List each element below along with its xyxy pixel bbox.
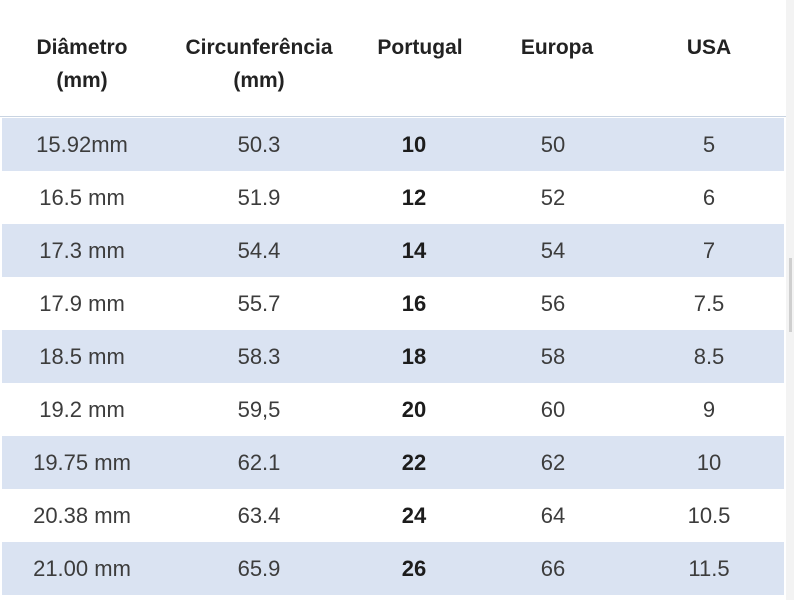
cell-europa: 54: [540, 238, 566, 263]
cell-circumference: 59,5: [237, 397, 281, 422]
cell-circumference: 55.7: [237, 291, 281, 316]
scrollbar-thumb[interactable]: [789, 258, 792, 332]
cell-usa: 10.5: [687, 503, 731, 528]
cell-europa: 58: [540, 344, 566, 369]
header-circumference: Circunferência (mm): [185, 36, 333, 92]
cell-portugal: 14: [401, 238, 427, 263]
cell-diameter: 17.3 mm: [39, 238, 125, 263]
cell-europa: 64: [540, 503, 566, 528]
table-row: 21.00 mm 65.9 26 66 11.5: [2, 542, 784, 595]
cell-europa: 56: [540, 291, 566, 316]
cell-circumference: 63.4: [237, 503, 281, 528]
cell-usa: 7.5: [693, 291, 725, 316]
cell-diameter: 18.5 mm: [39, 344, 125, 369]
cell-europa: 52: [540, 185, 566, 210]
cell-portugal: 24: [401, 503, 427, 528]
cell-diameter: 19.75 mm: [33, 450, 131, 475]
cell-circumference: 62.1: [237, 450, 281, 475]
cell-circumference: 65.9: [237, 556, 281, 581]
cell-usa: 8.5: [693, 344, 725, 369]
table-row: 19.75 mm 62.1 22 62 10: [2, 436, 784, 489]
cell-europa: 60: [540, 397, 566, 422]
table-row: 19.2 mm 59,5 20 60 9: [2, 383, 784, 436]
header-diameter: Diâmetro (mm): [36, 36, 128, 92]
table-row: 15.92mm 50.3 10 50 5: [2, 118, 784, 171]
scrollbar[interactable]: [786, 0, 794, 600]
cell-usa: 6: [702, 185, 716, 210]
cell-circumference: 50.3: [237, 132, 281, 157]
cell-europa: 62: [540, 450, 566, 475]
cell-usa: 11.5: [688, 556, 730, 581]
table-row: 17.3 mm 54.4 14 54 7: [2, 224, 784, 277]
cell-portugal: 18: [401, 344, 427, 369]
cell-portugal: 12: [401, 185, 427, 210]
table-row: 20.38 mm 63.4 24 64 10.5: [2, 489, 784, 542]
cell-diameter: 20.38 mm: [33, 503, 131, 528]
cell-portugal: 20: [401, 397, 427, 422]
cell-usa: 10: [696, 450, 722, 475]
header-portugal: Portugal: [377, 36, 463, 59]
cell-europa: 66: [540, 556, 566, 581]
table-row: 16.5 mm 51.9 12 52 6: [2, 171, 784, 224]
cell-diameter: 16.5 mm: [39, 185, 125, 210]
cell-circumference: 54.4: [237, 238, 281, 263]
table-header: Diâmetro (mm) Circunferência (mm) Portug…: [0, 0, 786, 117]
cell-portugal: 22: [401, 450, 427, 475]
cell-portugal: 26: [401, 556, 427, 581]
table-row: 18.5 mm 58.3 18 58 8.5: [2, 330, 784, 383]
cell-circumference: 58.3: [237, 344, 281, 369]
cell-circumference: 51.9: [237, 185, 281, 210]
cell-europa: 50: [540, 132, 566, 157]
cell-usa: 7: [702, 238, 716, 263]
header-usa: USA: [686, 36, 732, 59]
header-europa: Europa: [520, 36, 594, 59]
cell-usa: 9: [702, 397, 716, 422]
cell-portugal: 16: [401, 291, 427, 316]
cell-diameter: 15.92mm: [36, 132, 128, 157]
cell-diameter: 17.9 mm: [39, 291, 125, 316]
cell-usa: 5: [702, 132, 716, 157]
cell-diameter: 19.2 mm: [39, 397, 125, 422]
cell-portugal: 10: [401, 132, 427, 157]
table-row: 17.9 mm 55.7 16 56 7.5: [2, 277, 784, 330]
cell-diameter: 21.00 mm: [33, 556, 131, 581]
